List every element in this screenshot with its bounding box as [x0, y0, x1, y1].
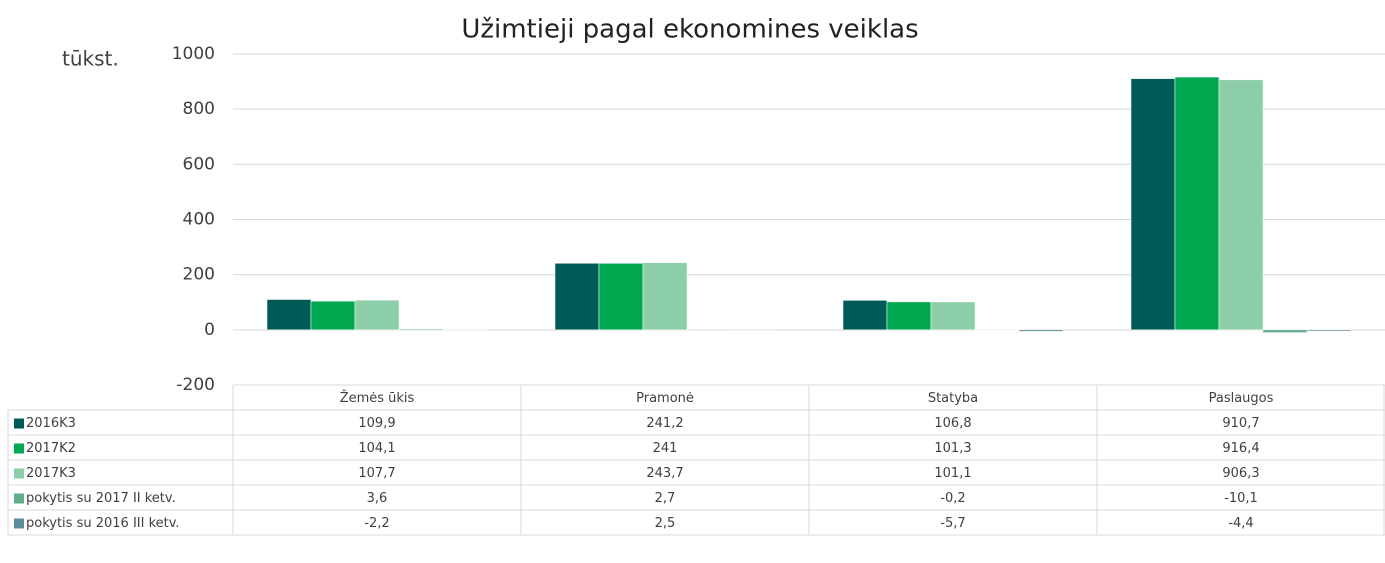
y-tick-label: 800	[183, 99, 215, 119]
legend-swatch	[14, 493, 24, 504]
table-cell: 241,2	[646, 416, 683, 431]
table-cell: 241	[653, 441, 678, 456]
bar	[310, 300, 356, 331]
bar	[1218, 79, 1264, 331]
bar	[554, 263, 600, 331]
table-cell: 107,7	[358, 466, 395, 481]
bar	[354, 299, 400, 331]
bar	[1306, 329, 1352, 332]
legend-label: pokytis su 2017 II ketv.	[26, 491, 176, 506]
y-tick-label: 400	[183, 210, 215, 230]
table-cell: -5,7	[940, 516, 965, 531]
y-tick-label: 200	[183, 265, 215, 285]
table-cell: 243,7	[646, 466, 683, 481]
bar	[1130, 78, 1176, 331]
bar	[266, 299, 312, 331]
chart-title: Užimtieji pagal ekonomines veiklas	[461, 15, 918, 45]
table-cell: 101,3	[934, 441, 971, 456]
legend-label: 2017K2	[26, 441, 76, 456]
y-axis-label: tūkst.	[62, 47, 119, 71]
bar	[930, 301, 976, 331]
legend-swatch	[14, 468, 24, 479]
bar	[398, 328, 444, 331]
bar	[974, 329, 1020, 331]
x-tick-label: Statyba	[928, 391, 978, 406]
x-tick-label: Paslaugos	[1209, 391, 1274, 406]
table-cell: 109,9	[358, 416, 395, 431]
legend-label: pokytis su 2016 III ketv.	[26, 516, 180, 531]
legend-swatch	[14, 443, 24, 454]
table-cell: -0,2	[940, 491, 965, 506]
table-cell: 3,6	[367, 491, 388, 506]
table-cell: 2,7	[655, 491, 676, 506]
bar	[442, 329, 488, 331]
table-cell: 910,7	[1222, 416, 1259, 431]
table-cell: 916,4	[1222, 441, 1259, 456]
legend-label: 2016K3	[26, 416, 76, 431]
bar	[1262, 329, 1308, 333]
y-tick-label: 0	[204, 320, 215, 340]
table-cell: 906,3	[1222, 466, 1259, 481]
table-cell: -10,1	[1224, 491, 1258, 506]
y-tick-label: -200	[176, 375, 215, 395]
table-cell: 104,1	[358, 441, 395, 456]
bar	[598, 263, 644, 331]
legend-swatch	[14, 418, 24, 429]
bar	[686, 328, 732, 331]
bar	[886, 301, 932, 331]
table-cell: 101,1	[934, 466, 971, 481]
legend-swatch	[14, 518, 24, 529]
table-cell: -4,4	[1228, 516, 1253, 531]
x-tick-label: Žemės ūkis	[340, 390, 415, 406]
table-cell: 106,8	[934, 416, 971, 431]
legend-label: 2017K3	[26, 466, 76, 481]
bar	[1174, 76, 1220, 331]
table-cell: -2,2	[364, 516, 389, 531]
table-cell: 2,5	[655, 516, 676, 531]
bar	[730, 328, 776, 331]
y-tick-label: 1000	[172, 44, 215, 64]
bar	[642, 262, 688, 331]
y-tick-label: 600	[183, 154, 215, 174]
bar	[1018, 329, 1064, 332]
x-tick-label: Pramonė	[636, 391, 694, 406]
bar	[842, 300, 888, 331]
